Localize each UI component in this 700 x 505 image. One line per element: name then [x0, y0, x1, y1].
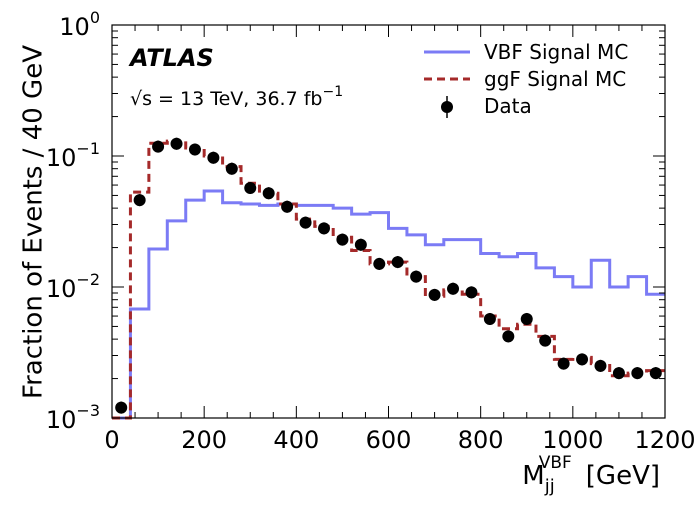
- energy-label-sup: −1: [322, 84, 343, 100]
- data-point: [225, 162, 238, 175]
- x-axis-label-sub: jj: [544, 476, 555, 497]
- y-tick-label-base: 10: [46, 406, 77, 434]
- data-point: [576, 353, 589, 366]
- y-tick-label: 10−2: [46, 270, 100, 303]
- data-point: [373, 257, 386, 270]
- y-tick-label: 10−1: [46, 139, 100, 172]
- tick-layer: [111, 24, 666, 419]
- data-point: [539, 334, 552, 347]
- data-point: [447, 282, 460, 295]
- legend-ggf-label: ggF Signal MC: [484, 67, 626, 91]
- data-point: [207, 151, 220, 164]
- data-point: [649, 367, 662, 380]
- x-axis-label-sup: VBF: [539, 453, 572, 473]
- x-tick-label: 200: [181, 426, 227, 454]
- y-tick-label-exp: −2: [76, 270, 100, 289]
- y-tick-label-exp: −3: [76, 401, 100, 420]
- data-point: [612, 367, 625, 380]
- data-point: [188, 143, 201, 156]
- data-point: [336, 233, 349, 246]
- data-point: [483, 312, 496, 325]
- legend-vbf-label: VBF Signal MC: [484, 40, 628, 64]
- series-vbf-histogram: [112, 189, 665, 420]
- x-axis-label-unit: [GeV]: [586, 461, 660, 491]
- x-tick-label: 800: [458, 426, 504, 454]
- y-tick-label-exp: −1: [76, 139, 100, 158]
- x-tick-label: 1200: [634, 426, 695, 454]
- x-tick-label: 1000: [542, 426, 603, 454]
- data-point: [465, 286, 478, 299]
- energy-label-main: √s = 13 TeV, 36.7 fb: [130, 88, 322, 110]
- data-point: [262, 187, 275, 200]
- y-tick-label-base: 10: [46, 275, 77, 303]
- x-tick-label: 400: [273, 426, 319, 454]
- y-tick-label: 100: [59, 8, 100, 41]
- data-point: [299, 216, 312, 229]
- x-axis-label-main: M: [522, 461, 544, 491]
- data-point: [281, 200, 294, 213]
- data-point: [557, 357, 570, 370]
- atlas-label: ATLAS: [128, 44, 214, 72]
- legend-data-marker: [441, 101, 453, 113]
- y-axis-label: Fraction of Events / 40 GeV: [19, 45, 49, 399]
- data-point: [317, 222, 330, 235]
- data-point: [354, 238, 367, 251]
- series-layer: [112, 137, 665, 420]
- y-tick-label: 10−3: [46, 401, 100, 434]
- x-axis-label: Mjj VBF [GeV]: [522, 453, 660, 497]
- data-point: [152, 140, 165, 153]
- data-point: [594, 359, 607, 372]
- series-ggf-histogram: [112, 139, 665, 420]
- data-point: [244, 181, 257, 194]
- x-tick-label: 600: [366, 426, 412, 454]
- data-point: [410, 270, 423, 283]
- y-tick-label-base: 10: [46, 144, 77, 172]
- data-point: [520, 312, 533, 325]
- data-point: [428, 288, 441, 301]
- legend-data-label: Data: [484, 94, 532, 118]
- data-point: [631, 367, 644, 380]
- data-point: [391, 256, 404, 269]
- y-tick-label-exp: 0: [90, 8, 100, 27]
- y-tick-label-base: 10: [59, 13, 90, 41]
- energy-label: √s = 13 TeV, 36.7 fb−1: [130, 84, 343, 110]
- legend: VBF Signal MC ggF Signal MC Data: [424, 40, 628, 118]
- x-tick-label: 0: [104, 426, 119, 454]
- data-point: [115, 401, 128, 414]
- data-point: [133, 194, 146, 207]
- data-point: [502, 330, 515, 343]
- data-point: [170, 137, 183, 150]
